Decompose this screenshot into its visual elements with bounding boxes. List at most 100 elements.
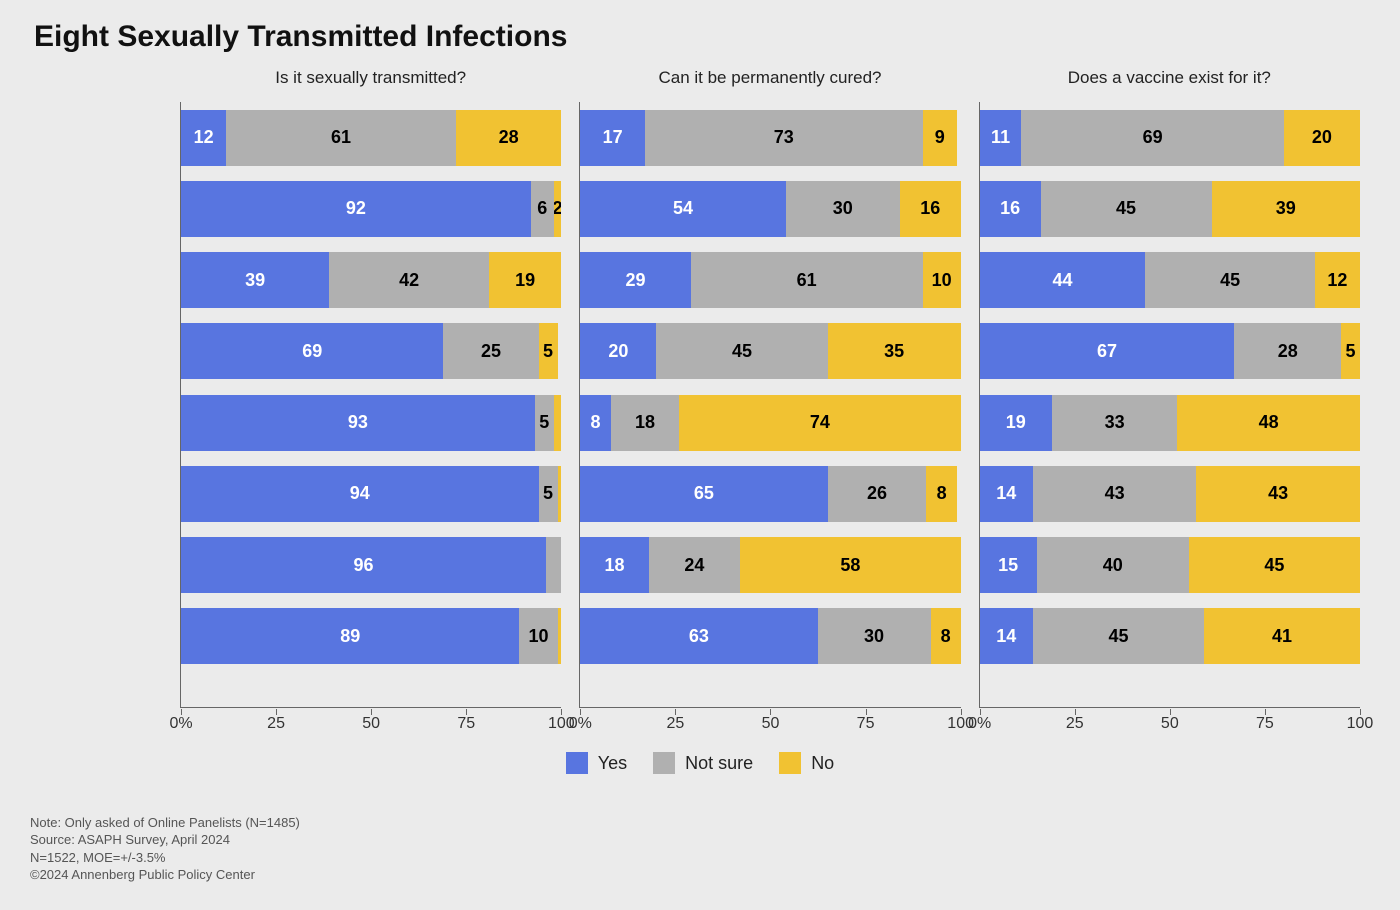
panels-container: Is it sexually transmitted?1261289262394… xyxy=(180,68,1360,708)
x-tick-label: 25 xyxy=(1066,715,1084,733)
bar-row: 63308 xyxy=(580,608,960,664)
footnote-line: Note: Only asked of Online Panelists (N=… xyxy=(30,814,300,832)
bar-row: 164539 xyxy=(980,181,1360,237)
bar-segment-yes: 8 xyxy=(580,395,610,451)
bar-row: 296110 xyxy=(580,252,960,308)
bar-segment-no: 41 xyxy=(1204,608,1360,664)
bar-segment-no: 9 xyxy=(923,110,957,166)
bar-row: 144343 xyxy=(980,466,1360,522)
bar-segment-yes: 15 xyxy=(980,537,1037,593)
footnote-line: ©2024 Annenberg Public Policy Center xyxy=(30,866,300,884)
plot-area: ZikaSyphilisMpoxHPVHIVGonorrheaGenital H… xyxy=(180,68,1360,708)
x-tick-label: 25 xyxy=(267,715,285,733)
panel-body: 1261289262394219692559359459689100%25507… xyxy=(180,102,561,708)
bar-segment-not_sure: 28 xyxy=(1234,323,1340,379)
legend-label: Yes xyxy=(598,753,627,774)
x-tick-label: 75 xyxy=(857,715,875,733)
bar-row: 193348 xyxy=(980,395,1360,451)
bar-segment-no: 28 xyxy=(456,110,561,166)
bar-segment-not_sure: 5 xyxy=(539,466,558,522)
bar-segment-no: 8 xyxy=(931,608,961,664)
bar-segment-not_sure xyxy=(546,537,561,593)
legend-label: Not sure xyxy=(685,753,753,774)
legend: Yes Not sure No xyxy=(30,752,1370,774)
bar-row: 8910 xyxy=(181,608,561,664)
bar-segment-not_sure: 40 xyxy=(1037,537,1189,593)
bar-segment-yes: 96 xyxy=(181,537,546,593)
bar-segment-yes: 69 xyxy=(181,323,443,379)
bar-segment-not_sure: 61 xyxy=(226,110,456,166)
bar-segment-yes: 92 xyxy=(181,181,531,237)
bar-segment-yes: 39 xyxy=(181,252,329,308)
bar-row: 154045 xyxy=(980,537,1360,593)
bar-segment-no: 45 xyxy=(1189,537,1360,593)
bar-segment-no: 20 xyxy=(1284,110,1360,166)
bar-segment-not_sure: 61 xyxy=(691,252,923,308)
x-axis-line xyxy=(579,707,960,708)
bar-segment-not_sure: 6 xyxy=(531,181,554,237)
bar-segment-not_sure: 45 xyxy=(1145,252,1314,308)
bar-segment-not_sure: 5 xyxy=(535,395,554,451)
legend-swatch xyxy=(653,752,675,774)
bar-segment-yes: 14 xyxy=(980,466,1033,522)
panel-title: Is it sexually transmitted? xyxy=(180,68,561,98)
bar-segment-not_sure: 73 xyxy=(645,110,923,166)
bar-segment-yes: 18 xyxy=(580,537,648,593)
x-tick-label: 0% xyxy=(968,715,991,733)
bar-segment-not_sure: 42 xyxy=(329,252,489,308)
legend-item-not_sure: Not sure xyxy=(653,752,753,774)
panel-body: 1773954301629611020453581874652681824586… xyxy=(579,102,960,708)
x-tick-label: 0% xyxy=(169,715,192,733)
bar-segment-no: 39 xyxy=(1212,181,1360,237)
x-tick-label: 50 xyxy=(762,715,780,733)
bar-segment-yes: 17 xyxy=(580,110,645,166)
bar-row: 96 xyxy=(181,537,561,593)
bar-segment-not_sure: 45 xyxy=(1033,608,1204,664)
panel: Can it be permanently cured? 17739 543016 2… xyxy=(579,68,960,708)
panel-title: Can it be permanently cured? xyxy=(579,68,960,98)
bar-row: 144541 xyxy=(980,608,1360,664)
footnote-line: N=1522, MOE=+/-3.5% xyxy=(30,849,300,867)
bar-segment-yes: 14 xyxy=(980,608,1033,664)
footnotes: Note: Only asked of Online Panelists (N=… xyxy=(30,814,300,884)
x-tick-label: 25 xyxy=(667,715,685,733)
panel: Does a vaccine exist for it?116920164539… xyxy=(979,68,1360,708)
x-axis-line xyxy=(979,707,1360,708)
bar-segment-not_sure: 69 xyxy=(1021,110,1283,166)
panel: Is it sexually transmitted?1261289262394… xyxy=(180,68,561,708)
bar-segment-yes: 93 xyxy=(181,395,535,451)
bar-segment-yes: 20 xyxy=(580,323,656,379)
legend-item-no: No xyxy=(779,752,834,774)
bar-segment-no: 35 xyxy=(828,323,961,379)
bar-segment-no: 19 xyxy=(489,252,561,308)
x-tick-label: 75 xyxy=(457,715,475,733)
bar-segment-yes: 63 xyxy=(580,608,817,664)
bar-segment-no: 12 xyxy=(1315,252,1360,308)
bar-segment-no xyxy=(558,466,562,522)
x-tick-label: 100 xyxy=(1347,715,1374,733)
bar-row: 394219 xyxy=(181,252,561,308)
bar-segment-yes: 16 xyxy=(980,181,1041,237)
bar-segment-not_sure: 33 xyxy=(1052,395,1178,451)
bar-row: 65268 xyxy=(580,466,960,522)
legend-swatch xyxy=(779,752,801,774)
bar-segment-no xyxy=(558,608,562,664)
bar-segment-yes: 54 xyxy=(580,181,785,237)
bar-segment-yes: 19 xyxy=(980,395,1052,451)
legend-label: No xyxy=(811,753,834,774)
bar-segment-no: 5 xyxy=(1341,323,1360,379)
chart-title: Eight Sexually Transmitted Infections xyxy=(34,20,1370,54)
bar-segment-no: 43 xyxy=(1196,466,1360,522)
bar-row: 543016 xyxy=(580,181,960,237)
x-tick-label: 0% xyxy=(569,715,592,733)
bar-segment-yes: 67 xyxy=(980,323,1235,379)
x-tick-label: 50 xyxy=(362,715,380,733)
bar-row: 81874 xyxy=(580,395,960,451)
footnote-line: Source: ASAPH Survey, April 2024 xyxy=(30,831,300,849)
legend-swatch xyxy=(566,752,588,774)
bar-segment-yes: 89 xyxy=(181,608,519,664)
bar-row: 116920 xyxy=(980,110,1360,166)
bar-segment-not_sure: 24 xyxy=(649,537,740,593)
bar-segment-not_sure: 18 xyxy=(611,395,679,451)
bar-segment-not_sure: 10 xyxy=(519,608,557,664)
